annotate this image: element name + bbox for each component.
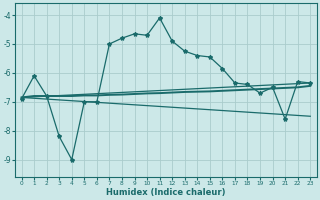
X-axis label: Humidex (Indice chaleur): Humidex (Indice chaleur) (106, 188, 226, 197)
